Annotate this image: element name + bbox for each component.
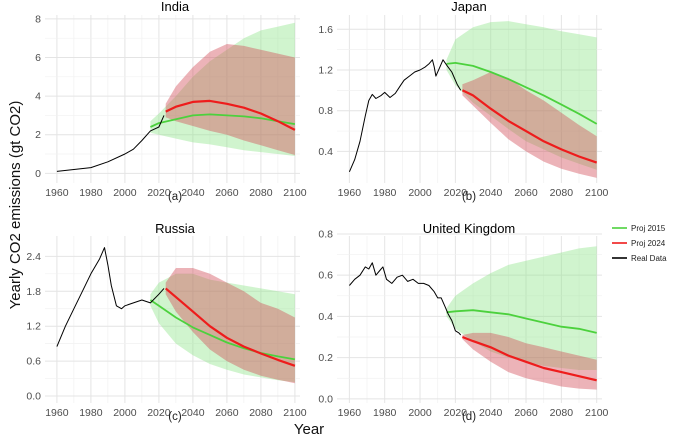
y-tick-label: 0.4 (318, 146, 333, 158)
x-tick-label: 2000 (113, 407, 137, 419)
panel-title: Russia (155, 221, 196, 236)
x-tick-label: 2040 (181, 187, 205, 199)
x-tick-label: 2020 (147, 187, 171, 199)
panel-caption: (a) (168, 191, 182, 203)
line-real-data (348, 59, 462, 172)
line-real-data (56, 115, 165, 172)
y-tick-label: 1.2 (26, 321, 41, 333)
x-tick-label: 2020 (444, 187, 468, 199)
x-tick-label: 2060 (514, 407, 538, 419)
band-proj-2015 (150, 273, 295, 383)
panel-india: 1960 1980 2000 2020 2040 2060 2080 2100 0 2 4 6 8 Ind… (35, 0, 307, 203)
x-tick-label: 2080 (550, 187, 574, 199)
band-proj-2015 (446, 21, 597, 170)
y-tick-label: 0.8 (318, 105, 333, 117)
x-tick-label: 1960 (45, 407, 69, 419)
y-tick-label: 0.0 (318, 393, 333, 405)
x-tick-label: 2000 (113, 187, 137, 199)
x-tick-label: 1960 (338, 187, 362, 199)
y-tick-label: 8 (35, 13, 41, 25)
x-tick-label: 2000 (408, 187, 432, 199)
y-tick-label: 2 (35, 129, 41, 141)
x-tick-label: 2100 (283, 187, 307, 199)
y-tick-label: 1.2 (318, 64, 333, 76)
x-tick-label: 2100 (585, 187, 609, 199)
panel-title: United Kingdom (423, 221, 516, 236)
y-tick-label: 0.8 (318, 228, 333, 240)
legend-label: Proj 2024 (631, 239, 666, 248)
band-proj-2024 (462, 72, 597, 178)
x-tick-label: 2100 (585, 407, 609, 419)
x-tick-label: 1980 (79, 407, 103, 419)
band-proj-2015 (150, 22, 295, 157)
panel-title: Japan (451, 0, 486, 14)
panel-title: India (161, 0, 190, 14)
y-axis-label: Yearly CO2 emissions (gt CO2) (7, 101, 24, 310)
line-proj-2024 (462, 335, 597, 382)
line-real-data (349, 262, 462, 336)
panel-united-kingdom: 1960 1980 2000 2020 2040 2060 2080 2100 0.0 0.2 0.… (318, 221, 608, 423)
x-tick-label: 2020 (147, 407, 171, 419)
y-tick-label: 6 (35, 52, 41, 64)
legend: Proj 2015 Proj 2024 Real Data (612, 224, 667, 263)
band-proj-2024 (165, 44, 295, 155)
x-tick-label: 2060 (514, 187, 538, 199)
panel-caption: (d) (462, 411, 476, 423)
x-tick-label: 1980 (373, 407, 397, 419)
legend-label: Proj 2015 (631, 224, 666, 233)
line-proj-2015 (149, 299, 296, 361)
band-proj-2015 (446, 246, 597, 370)
y-tick-label: 0.4 (318, 311, 333, 323)
x-tick-label: 2040 (479, 187, 503, 199)
line-real-data (56, 247, 165, 347)
x-tick-label: 2100 (283, 407, 307, 419)
x-tick-label: 2060 (215, 187, 239, 199)
line-proj-2015 (150, 113, 296, 128)
x-tick-label: 2080 (249, 187, 273, 199)
panel-japan: 1960 1980 2000 2020 2040 2060 2080 2100 0.4 0.8 1.… (318, 0, 608, 203)
y-tick-label: 0 (35, 168, 41, 180)
legend-label: Real Data (631, 254, 667, 263)
x-tick-label: 1980 (373, 187, 397, 199)
line-proj-2024 (461, 89, 598, 164)
y-tick-label: 0.6 (26, 356, 41, 368)
x-tick-label: 2020 (444, 407, 468, 419)
y-tick-label: 0.6 (318, 270, 333, 282)
line-proj-2024 (165, 99, 296, 131)
y-tick-label: 0.0 (26, 391, 41, 403)
x-tick-label: 2080 (249, 407, 273, 419)
panel-russia: 1960 1980 2000 2020 2040 2060 2080 2100 0.0 0.6 1.… (26, 221, 306, 423)
x-tick-label: 2040 (479, 407, 503, 419)
x-tick-label: 1960 (338, 407, 362, 419)
x-tick-label: 2040 (181, 407, 205, 419)
panel-caption: (c) (168, 411, 182, 423)
panel-caption: (b) (462, 191, 476, 203)
line-proj-2024 (164, 287, 296, 367)
y-tick-label: 2.4 (26, 251, 41, 263)
x-tick-label: 2080 (550, 407, 574, 419)
line-proj-2015 (446, 309, 597, 334)
x-tick-label: 2060 (215, 407, 239, 419)
y-tick-label: 4 (35, 91, 41, 103)
x-tick-label: 2000 (408, 407, 432, 419)
line-proj-2015 (446, 62, 598, 125)
x-tick-label: 1960 (45, 187, 69, 199)
band-proj-2024 (462, 332, 597, 390)
x-axis-label: Year (294, 421, 324, 438)
y-tick-label: 1.8 (26, 286, 41, 298)
x-tick-label: 1980 (79, 187, 103, 199)
y-tick-label: 1.6 (318, 24, 333, 36)
y-tick-label: 0.2 (318, 352, 333, 364)
